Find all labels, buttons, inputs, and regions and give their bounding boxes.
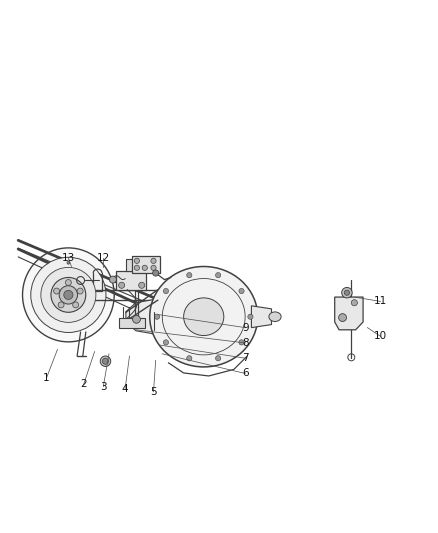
Circle shape xyxy=(215,356,221,361)
Circle shape xyxy=(151,258,156,263)
Circle shape xyxy=(187,356,192,361)
Polygon shape xyxy=(126,299,156,334)
Circle shape xyxy=(163,340,169,345)
Circle shape xyxy=(239,340,244,345)
Circle shape xyxy=(248,314,253,319)
Circle shape xyxy=(51,278,86,312)
Polygon shape xyxy=(119,318,145,328)
Circle shape xyxy=(351,300,357,306)
Text: 3: 3 xyxy=(100,382,106,392)
Circle shape xyxy=(134,265,140,270)
Circle shape xyxy=(110,276,117,283)
Circle shape xyxy=(77,288,83,294)
Text: 11: 11 xyxy=(374,296,387,306)
Circle shape xyxy=(53,288,60,294)
Circle shape xyxy=(344,290,350,295)
Circle shape xyxy=(65,279,71,286)
Polygon shape xyxy=(251,306,272,328)
Circle shape xyxy=(152,270,159,276)
Text: 7: 7 xyxy=(242,353,248,363)
Ellipse shape xyxy=(269,312,281,321)
Circle shape xyxy=(187,272,192,278)
Circle shape xyxy=(151,265,156,270)
Text: 8: 8 xyxy=(242,338,248,348)
Circle shape xyxy=(31,257,106,333)
Text: 5: 5 xyxy=(150,387,157,397)
Text: 4: 4 xyxy=(122,384,128,394)
Circle shape xyxy=(239,288,244,294)
Polygon shape xyxy=(117,271,146,289)
Circle shape xyxy=(73,302,79,308)
Circle shape xyxy=(59,286,78,304)
Circle shape xyxy=(100,356,111,367)
Text: 13: 13 xyxy=(62,253,75,263)
Circle shape xyxy=(64,290,73,300)
Ellipse shape xyxy=(150,266,258,367)
Circle shape xyxy=(155,314,159,319)
Polygon shape xyxy=(126,259,135,271)
Text: 10: 10 xyxy=(374,332,387,341)
Circle shape xyxy=(41,268,96,322)
Circle shape xyxy=(163,288,169,294)
Circle shape xyxy=(133,316,141,323)
Circle shape xyxy=(342,287,352,298)
Text: 2: 2 xyxy=(80,379,87,390)
Circle shape xyxy=(339,313,346,321)
Text: 12: 12 xyxy=(97,253,110,263)
Circle shape xyxy=(102,358,109,364)
Ellipse shape xyxy=(184,298,224,336)
Circle shape xyxy=(67,261,70,264)
Text: 1: 1 xyxy=(43,373,50,383)
Text: 6: 6 xyxy=(242,368,248,378)
Circle shape xyxy=(139,282,145,288)
Circle shape xyxy=(142,265,148,270)
Circle shape xyxy=(119,282,125,288)
Circle shape xyxy=(134,258,140,263)
Polygon shape xyxy=(132,256,160,273)
Circle shape xyxy=(215,272,221,278)
Ellipse shape xyxy=(22,248,114,342)
Text: 9: 9 xyxy=(242,322,248,333)
Circle shape xyxy=(58,302,64,308)
Polygon shape xyxy=(335,297,363,330)
